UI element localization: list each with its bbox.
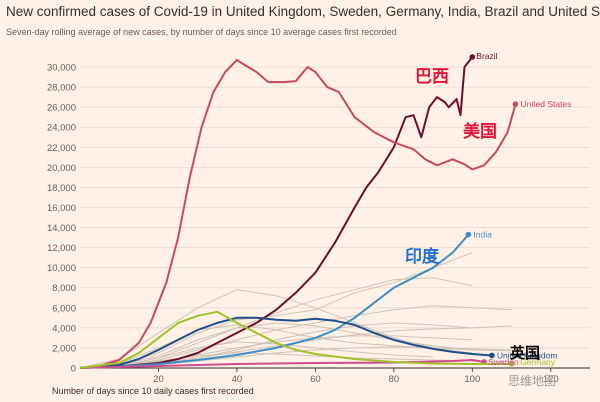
series-endpoint-united-kingdom	[489, 352, 495, 359]
y-axis-ticks: 0 2,000 4,000 6,000 8,000 10,000 12,000 14,000 1…	[47, 63, 76, 375]
y-tick-label: 16,000	[47, 203, 76, 214]
x-axis-title: Number of days since 10 daily cases firs…	[52, 386, 254, 396]
series-line-other	[79, 305, 512, 369]
series-label-india: India	[473, 230, 492, 240]
y-tick-label: 2,000	[52, 343, 76, 354]
series-line-other	[79, 341, 434, 369]
x-tick-label: 20	[153, 374, 164, 385]
series-endpoint-united-states	[512, 101, 519, 107]
series-line-united-kingdom	[79, 316, 492, 369]
y-tick-label: 4,000	[52, 323, 76, 334]
y-tick-label: 26,000	[47, 103, 76, 114]
series-line-india	[79, 233, 470, 369]
y-tick-label: 6,000	[52, 303, 76, 314]
y-tick-label: 18,000	[47, 183, 76, 194]
series-endpoint-germany	[508, 361, 515, 367]
series-line-other	[79, 352, 512, 369]
y-tick-label: 10,000	[47, 263, 76, 274]
series-line-other	[79, 289, 473, 369]
y-tick-label: 28,000	[47, 83, 76, 94]
x-tick-label: 60	[310, 374, 321, 385]
series-label-germany: Germany	[520, 357, 556, 367]
y-tick-label: 12,000	[47, 243, 76, 254]
series-labels: Brazil 巴西 United States 美国 India 印度 United Kin…	[405, 51, 571, 367]
series-label-cn-united-states: 美国	[463, 121, 497, 142]
x-tick-label: 80	[389, 374, 400, 385]
chart-title: New confirmed cases of Covid-19 in Unite…	[6, 4, 600, 19]
series-label-united-kingdom: United Kingdom	[497, 350, 557, 360]
x-tick-label: 120	[543, 374, 559, 385]
y-tick-label: 8,000	[52, 283, 76, 294]
x-axis-ticks: 20 40 60 80 100 120	[153, 368, 559, 385]
chart-subtitle: Seven-day rolling average of new cases, …	[6, 27, 397, 37]
highlight-series	[79, 54, 519, 369]
y-tick-label: 24,000	[47, 123, 76, 134]
series-line-other	[79, 322, 473, 369]
y-tick-label: 0	[71, 364, 76, 375]
series-label-brazil: Brazil	[476, 51, 497, 61]
series-line-brazil	[79, 56, 474, 369]
x-tick-label: 40	[232, 374, 243, 385]
series-label-cn-india: 印度	[405, 246, 440, 267]
y-tick-label: 30,000	[47, 63, 76, 74]
series-line-united-states	[79, 59, 517, 369]
x-tick-label: 100	[464, 374, 480, 385]
series-line-sweden	[79, 359, 485, 369]
series-label-sweden: Sweden	[488, 357, 519, 367]
series-endpoint-brazil	[469, 54, 476, 60]
series-line-germany	[79, 310, 512, 369]
series-label-united-states: United States	[520, 99, 571, 109]
series-label-cn-brazil: 巴西	[415, 67, 449, 87]
series-endpoint-india	[465, 231, 472, 238]
series-label-cn-united-kingdom: 英国	[510, 344, 540, 362]
y-tick-label: 14,000	[47, 223, 76, 234]
y-tick-label: 22,000	[47, 143, 76, 154]
y-tick-label: 20,000	[47, 163, 76, 174]
watermark-text: 思维地图	[508, 374, 557, 388]
grid	[80, 66, 590, 369]
